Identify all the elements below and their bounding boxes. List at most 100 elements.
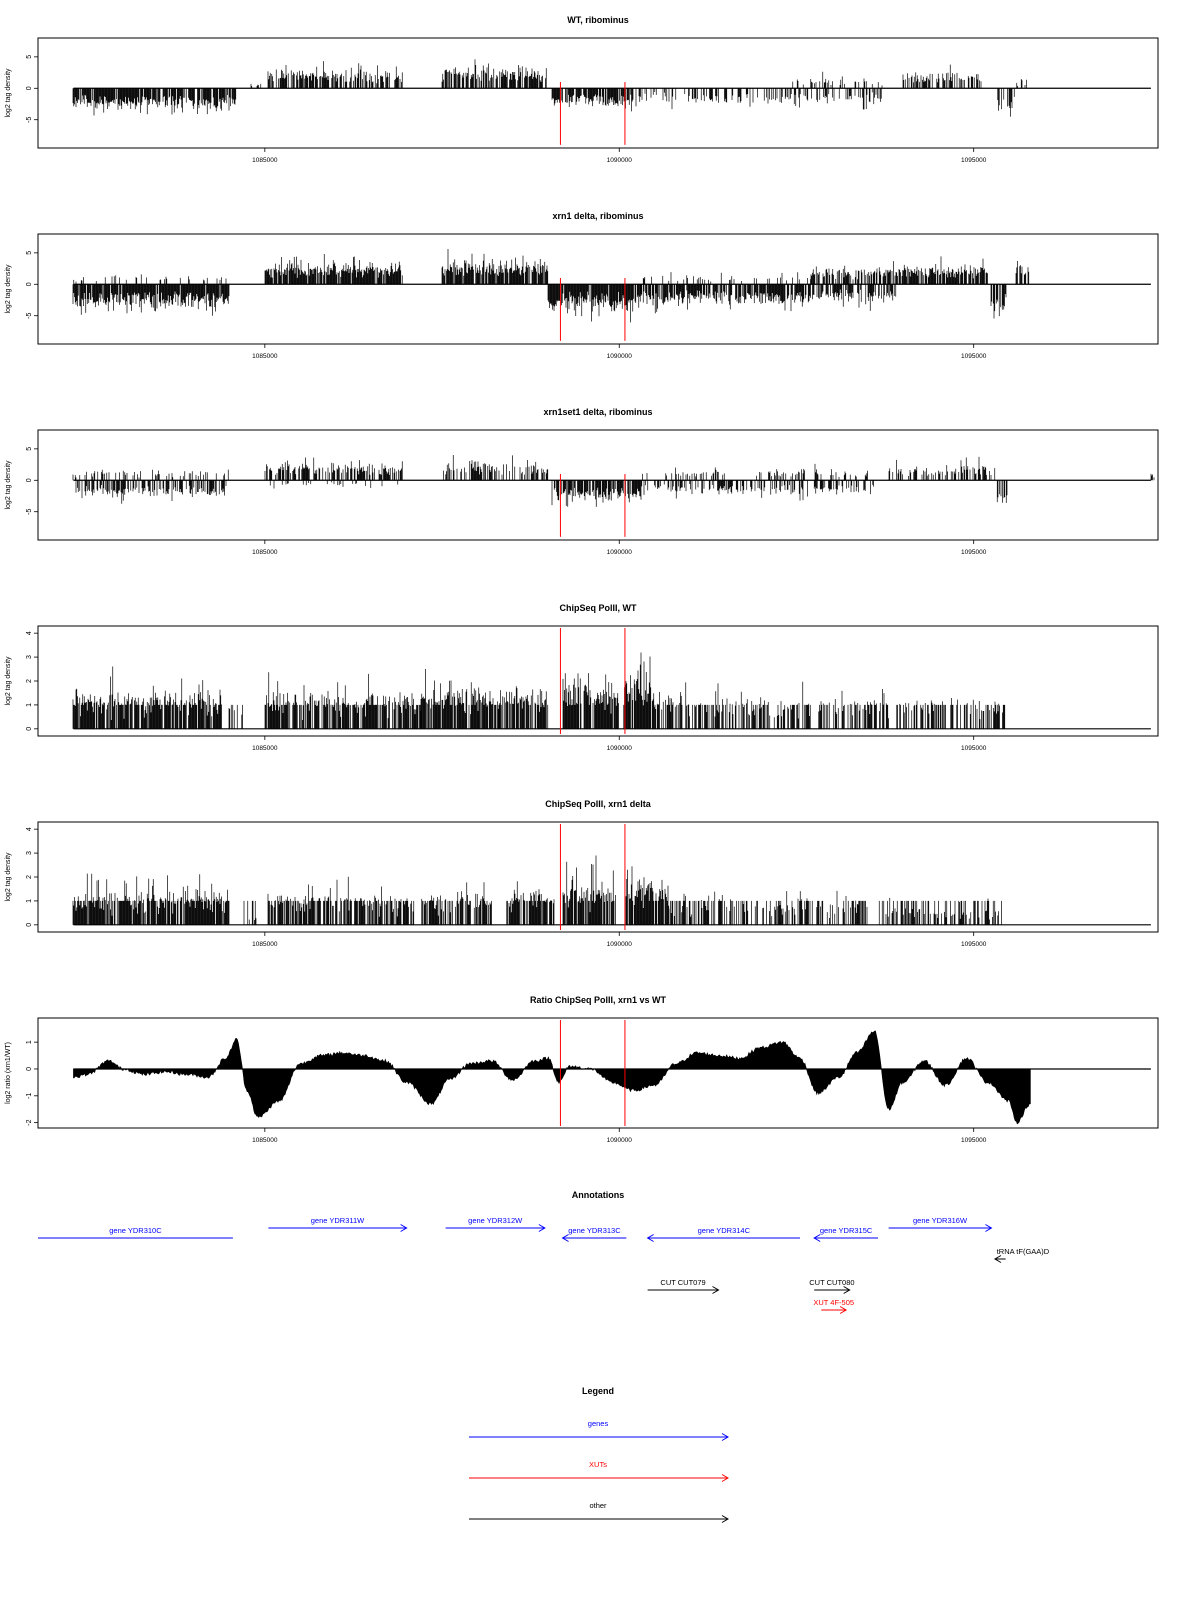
y-tick-label: 4	[26, 631, 33, 635]
signal-bars	[635, 88, 790, 110]
panel-title: xrn1 delta, ribominus	[552, 211, 643, 221]
signal-bars	[75, 480, 227, 504]
signal-bars	[562, 855, 616, 925]
feature-label: tRNA tF(GAA)D	[997, 1247, 1050, 1256]
x-tick-label: 1090000	[607, 1137, 633, 1144]
x-tick-label: 1085000	[252, 549, 278, 556]
signal-bars	[812, 284, 897, 311]
y-tick-label: 0	[26, 86, 33, 90]
annotation-feature: XUT 4F-505	[813, 1298, 854, 1314]
y-tick-label: -5	[26, 117, 33, 123]
panel-frame	[37, 429, 1159, 541]
x-tick-label: 1095000	[961, 941, 987, 948]
feature-label: gene YDR311W	[311, 1216, 365, 1225]
annotation-feature: gene YDR314C	[646, 1226, 801, 1242]
x-tick-label: 1095000	[961, 353, 987, 360]
annotation-feature: tRNA tF(GAA)D	[993, 1247, 1050, 1263]
x-tick-label: 1085000	[252, 157, 278, 164]
signal-bars	[443, 454, 549, 481]
signal-bars	[421, 882, 492, 925]
signal-bars	[547, 284, 642, 323]
panel-title: ChipSeq PolII, WT	[560, 603, 637, 613]
arrow-head	[721, 1474, 729, 1482]
annotation-feature: gene YDR313C	[561, 1226, 627, 1242]
y-tick-label: -2	[26, 1119, 33, 1125]
y-axis-label: log2 tag density	[5, 460, 12, 510]
signal-bars	[349, 886, 415, 925]
feature-label: XUT 4F-505	[813, 1298, 854, 1307]
signal-bars	[878, 897, 1002, 925]
legend-label: genes	[588, 1419, 609, 1428]
signal-bars	[267, 876, 350, 925]
signal-bars	[790, 88, 882, 110]
signal-bars	[420, 669, 500, 729]
signal-bars	[640, 284, 811, 314]
signal-bars	[269, 480, 399, 489]
signal-bars	[818, 689, 1006, 729]
y-tick-label: 0	[26, 282, 33, 286]
panel-frame	[37, 821, 1159, 933]
data-marks	[73, 1030, 1031, 1125]
x-tick-label: 1095000	[961, 745, 987, 752]
signal-bars	[1015, 261, 1030, 285]
legend-item: genes	[469, 1419, 729, 1441]
legend-item: other	[469, 1501, 729, 1523]
x-tick-label: 1090000	[607, 157, 633, 164]
signal-bars	[996, 480, 1008, 503]
y-tick-label: 5	[26, 447, 33, 451]
y-tick-label: 2	[26, 875, 33, 879]
arrow-head	[985, 1224, 993, 1232]
annotation-feature: CUT CUT080	[809, 1278, 855, 1294]
signal-bars	[1150, 473, 1155, 481]
signal-bars	[625, 866, 670, 925]
signal-bars	[895, 256, 988, 285]
ratio-area	[73, 1030, 1031, 1125]
y-tick-label: 1	[26, 703, 33, 707]
data-marks	[72, 652, 1006, 729]
panel-frame	[37, 1017, 1159, 1129]
panel-4: ChipSeq PolII, WT log2 tag density 0 1 2 3 4 10…	[5, 603, 1159, 752]
y-tick-label: 3	[26, 851, 33, 855]
data-marks	[72, 855, 1002, 925]
y-tick-label: 2	[26, 679, 33, 683]
arrow-head	[538, 1224, 546, 1232]
panel-frame	[37, 37, 1159, 149]
y-tick-label: 0	[26, 727, 33, 731]
signal-bars	[654, 681, 811, 729]
x-tick-label: 1090000	[607, 941, 633, 948]
signal-bars	[551, 88, 634, 112]
legend-title: Legend	[582, 1386, 614, 1396]
panel-5: ChipSeq PolII, xrn1 delta log2 tag densit…	[5, 799, 1159, 948]
panel-title: xrn1set1 delta, ribominus	[543, 407, 652, 417]
annotation-feature: CUT CUT079	[647, 1278, 720, 1294]
signal-bars	[72, 88, 237, 116]
annotations-panel: Annotations gene YDR310C gene YDR311W gene …	[38, 1190, 1050, 1314]
y-tick-label: -5	[26, 509, 33, 515]
x-tick-label: 1085000	[252, 941, 278, 948]
signal-bars	[642, 272, 811, 285]
x-tick-label: 1085000	[252, 1137, 278, 1144]
signal-bars	[562, 673, 619, 729]
feature-label: gene YDR315C	[820, 1226, 873, 1235]
x-tick-label: 1090000	[607, 549, 633, 556]
signal-bars	[250, 83, 262, 89]
x-tick-label: 1095000	[961, 157, 987, 164]
feature-label: gene YDR313C	[568, 1226, 621, 1235]
panel-2: xrn1 delta, ribominus log2 tag density -5 0…	[5, 211, 1159, 360]
signal-bars	[623, 652, 655, 729]
signal-bars	[640, 480, 874, 501]
signal-bars	[888, 456, 996, 481]
feature-label: gene YDR312W	[468, 1216, 523, 1225]
panel-title: Ratio ChipSeq PolII, xrn1 vs WT	[530, 995, 667, 1005]
signal-bars	[72, 284, 230, 316]
y-tick-label: 4	[26, 827, 33, 831]
annotation-feature: gene YDR311W	[268, 1216, 408, 1232]
x-tick-label: 1095000	[961, 549, 987, 556]
signal-bars	[73, 274, 227, 285]
y-axis-label: log2 tag density	[5, 656, 12, 706]
y-tick-label: -1	[26, 1093, 33, 1099]
signal-bars	[498, 686, 549, 729]
y-axis-label: log2 tag density	[5, 68, 12, 118]
